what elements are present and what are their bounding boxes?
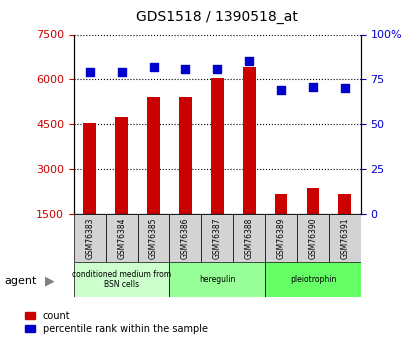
Text: GSM76387: GSM76387 — [212, 217, 221, 259]
Text: GSM76386: GSM76386 — [180, 217, 189, 259]
Text: GSM76383: GSM76383 — [85, 217, 94, 259]
Bar — [179, 97, 191, 214]
Text: GSM76391: GSM76391 — [339, 217, 348, 259]
Bar — [115, 117, 128, 214]
Point — [86, 69, 93, 75]
Point — [150, 64, 156, 70]
FancyBboxPatch shape — [137, 214, 169, 262]
Text: heregulin: heregulin — [199, 275, 235, 284]
FancyBboxPatch shape — [201, 214, 233, 262]
FancyBboxPatch shape — [265, 214, 296, 262]
Bar — [306, 188, 319, 214]
Text: GSM76390: GSM76390 — [308, 217, 317, 259]
Bar — [242, 67, 255, 214]
FancyBboxPatch shape — [106, 214, 137, 262]
Bar — [83, 123, 96, 214]
FancyBboxPatch shape — [328, 214, 360, 262]
FancyBboxPatch shape — [169, 262, 265, 297]
Bar — [338, 195, 351, 214]
FancyBboxPatch shape — [169, 214, 201, 262]
Text: GSM76389: GSM76389 — [276, 217, 285, 259]
Point — [277, 87, 284, 93]
Point — [118, 69, 125, 75]
Point — [182, 66, 188, 71]
Bar — [274, 195, 287, 214]
Text: GSM76388: GSM76388 — [244, 217, 253, 259]
Text: conditioned medium from
BSN cells: conditioned medium from BSN cells — [72, 270, 171, 289]
Text: agent: agent — [4, 276, 36, 286]
FancyBboxPatch shape — [74, 262, 169, 297]
FancyBboxPatch shape — [265, 262, 360, 297]
Point — [245, 59, 252, 64]
Point — [341, 86, 347, 91]
Bar — [210, 78, 223, 214]
Text: GSM76384: GSM76384 — [117, 217, 126, 259]
FancyBboxPatch shape — [74, 214, 106, 262]
Point — [213, 66, 220, 71]
Bar — [147, 97, 160, 214]
Text: ▶: ▶ — [45, 275, 54, 288]
Legend: count, percentile rank within the sample: count, percentile rank within the sample — [25, 311, 207, 334]
FancyBboxPatch shape — [233, 214, 265, 262]
Point — [309, 84, 315, 89]
Text: pleiotrophin: pleiotrophin — [289, 275, 335, 284]
Text: GSM76385: GSM76385 — [148, 217, 157, 259]
Text: GDS1518 / 1390518_at: GDS1518 / 1390518_at — [136, 10, 297, 24]
FancyBboxPatch shape — [296, 214, 328, 262]
